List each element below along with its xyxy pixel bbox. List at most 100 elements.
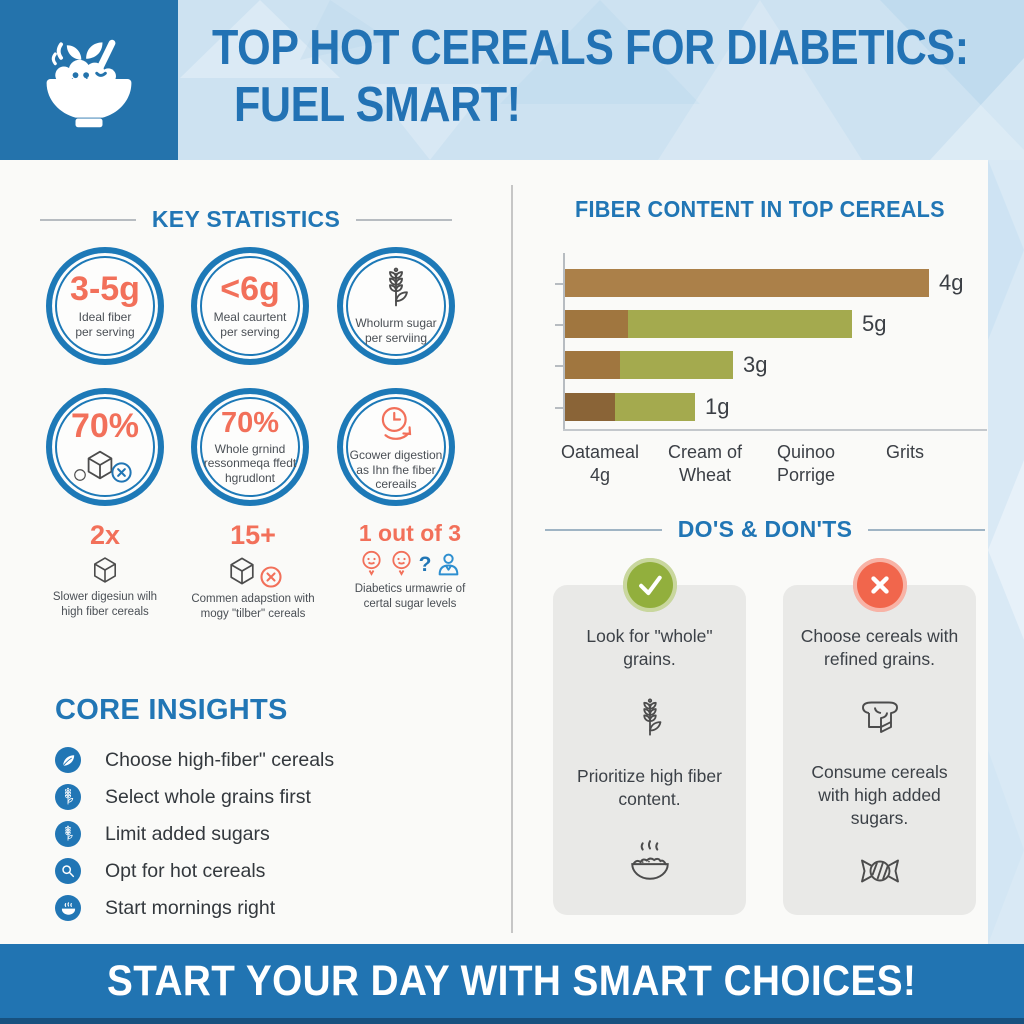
fiber-chart-heading: FIBER CONTENT IN TOP CEREALS <box>575 196 945 222</box>
bar-segment-brown <box>565 351 620 379</box>
stat-label: Gcower digestion as Ihn fhe fiber cereai… <box>349 448 443 492</box>
stat-label: Meal caurtent per serving <box>213 310 287 339</box>
right-edge-strip <box>988 160 1024 944</box>
bar-segment-green <box>620 351 733 379</box>
magnifier-icon <box>55 858 81 884</box>
axis-tick <box>555 324 563 326</box>
cube-icon <box>88 553 122 587</box>
bar-segment-brown <box>565 393 615 421</box>
cube-icon <box>224 553 260 589</box>
bread-icon <box>795 697 964 737</box>
header-logo-square <box>0 0 178 160</box>
stat-value: 70% <box>220 406 280 439</box>
dont-item-1: Choose cereals with refined grains. <box>800 626 959 670</box>
core-insights-heading: CORE INSIGHTS <box>55 694 288 726</box>
page-title-line1: TOP HOT CEREALS FOR DIABETICS: <box>212 21 969 75</box>
list-item: Start mornings right <box>55 895 475 921</box>
stat-value: <6g <box>220 270 280 309</box>
wheat-icon <box>378 266 414 312</box>
people-question-icon: ? <box>325 549 495 579</box>
small-circle-icon <box>74 468 86 481</box>
list-item: Opt for hot cereals <box>55 858 475 884</box>
dont-item-2: Consume cereals with high added sugars. <box>811 762 948 829</box>
mini-stat-1of3: 1 out of 3 ? Diabetics urmawrie of certa… <box>325 522 495 612</box>
stat-circle-whole-grain: Wholurm sugar per serviing <box>337 247 455 365</box>
core-insights-section: CORE INSIGHTS Choose high-fiber" cereals… <box>55 694 475 932</box>
bar-segment-green <box>628 310 852 338</box>
face-icon <box>359 549 384 579</box>
stat-circle-70-grain: 70% Whole grnind ressonmeqa ffedt hgrudl… <box>191 388 309 506</box>
mini-stat-label: Commen adapstion with mogy "tilber" cere… <box>191 593 315 620</box>
stat-label: Whole grnind ressonmeqa ffedt hgrudlont <box>203 441 297 485</box>
dont-card: Choose cereals with refined grains. Cons… <box>783 558 976 915</box>
stat-value: 70% <box>70 406 140 445</box>
do-item-1: Look for "whole" grains. <box>586 626 713 670</box>
candy-icon <box>795 856 964 886</box>
stat-circle-sugar-limit: <6g Meal caurtent per serving <box>191 247 309 365</box>
fiber-bar-chart: 4g 5g 3g 1g Oatameal 4g Cream of Wheat Qui… <box>545 245 990 485</box>
column-divider <box>511 185 513 933</box>
circle-x-icon <box>259 565 283 589</box>
footer-text: START YOUR DAY WITH SMART CHOICES! <box>107 956 917 1005</box>
category-label: Cream of Wheat <box>667 442 743 486</box>
chart-y-axis <box>563 253 565 430</box>
chart-bar: 1g <box>565 393 729 421</box>
page-title-line2: FUEL SMART! <box>234 77 521 132</box>
do-card: Look for "whole" grains. Prioritize high… <box>553 558 746 915</box>
mini-stat-value: 15+ <box>230 520 276 550</box>
axis-tick <box>555 365 563 367</box>
mini-stat-15plus: 15+ Commen adapstion with mogy "tilber" … <box>168 522 338 622</box>
wheat-icon <box>55 784 81 810</box>
mini-stat-2x: 2x Slower digesiun wilh high fiber cerea… <box>20 522 190 620</box>
chart-bar: 5g <box>565 310 886 338</box>
cross-icon <box>852 558 907 612</box>
person-icon <box>436 552 461 577</box>
leaf-icon <box>55 747 81 773</box>
stat-value: 3-5g <box>70 270 140 309</box>
face-icon <box>389 549 414 579</box>
list-item: Limit added sugars <box>55 821 475 847</box>
steaming-bowl-icon <box>565 837 734 883</box>
mini-stat-value: 1 out of 3 <box>358 520 462 546</box>
mini-stat-label: Diabetics urmawrie of certal sugar level… <box>354 583 466 610</box>
stat-circle-70-sugar: 70% <box>46 388 164 506</box>
cube-crossed-icon <box>168 553 338 589</box>
do-item-2: Prioritize high fiber content. <box>577 766 722 810</box>
bar-value-label: 4g <box>939 270 964 295</box>
divider-line <box>868 528 986 531</box>
header-triangle-pattern <box>180 0 1024 160</box>
bar-segment-brown <box>565 310 628 338</box>
mini-stat-value: 2x <box>89 520 121 550</box>
clock-arrow-icon <box>375 402 417 444</box>
bar-segment-green <box>615 393 695 421</box>
wheat-icon <box>565 697 734 741</box>
question-mark-icon: ? <box>418 552 432 576</box>
axis-tick <box>555 283 563 285</box>
check-icon <box>622 558 677 612</box>
mini-stat-label: Slower digesiun wilh high fiber cereals <box>52 591 158 618</box>
bar-value-label: 3g <box>743 352 768 377</box>
wheat-icon <box>55 821 81 847</box>
category-label: Grits <box>886 442 924 462</box>
chart-bar: 3g <box>565 351 767 379</box>
category-label: Oatameal 4g <box>560 442 640 486</box>
axis-tick <box>555 407 563 409</box>
footer-banner: START YOUR DAY WITH SMART CHOICES! <box>0 944 1024 1024</box>
stat-label: Wholurm sugar per serviing <box>355 316 437 345</box>
key-statistics-header: KEY STATISTICS <box>40 206 453 233</box>
category-label: Quinoo Porrige <box>776 442 836 486</box>
chart-bar: 4g <box>565 269 963 297</box>
bar-segment-brown <box>565 269 929 297</box>
chart-x-axis <box>563 429 987 431</box>
divider-line <box>356 218 453 221</box>
stat-circle-fiber: 3-5g Ideal fiber per serving <box>46 247 164 365</box>
bar-value-label: 1g <box>705 394 730 419</box>
cereal-bowl-icon <box>46 39 132 128</box>
page-title: TOP HOT CEREALS FOR DIABETICS: FUEL SMAR… <box>212 20 1012 134</box>
dos-donts-header: DO'S & DON'TS <box>545 516 986 543</box>
dos-donts-heading: DO'S & DON'TS <box>677 516 853 542</box>
divider-line <box>545 528 662 531</box>
sugar-cube-crossed-icon <box>74 446 133 486</box>
key-statistics-heading: KEY STATISTICS <box>151 206 341 232</box>
bar-value-label: 5g <box>862 311 887 336</box>
